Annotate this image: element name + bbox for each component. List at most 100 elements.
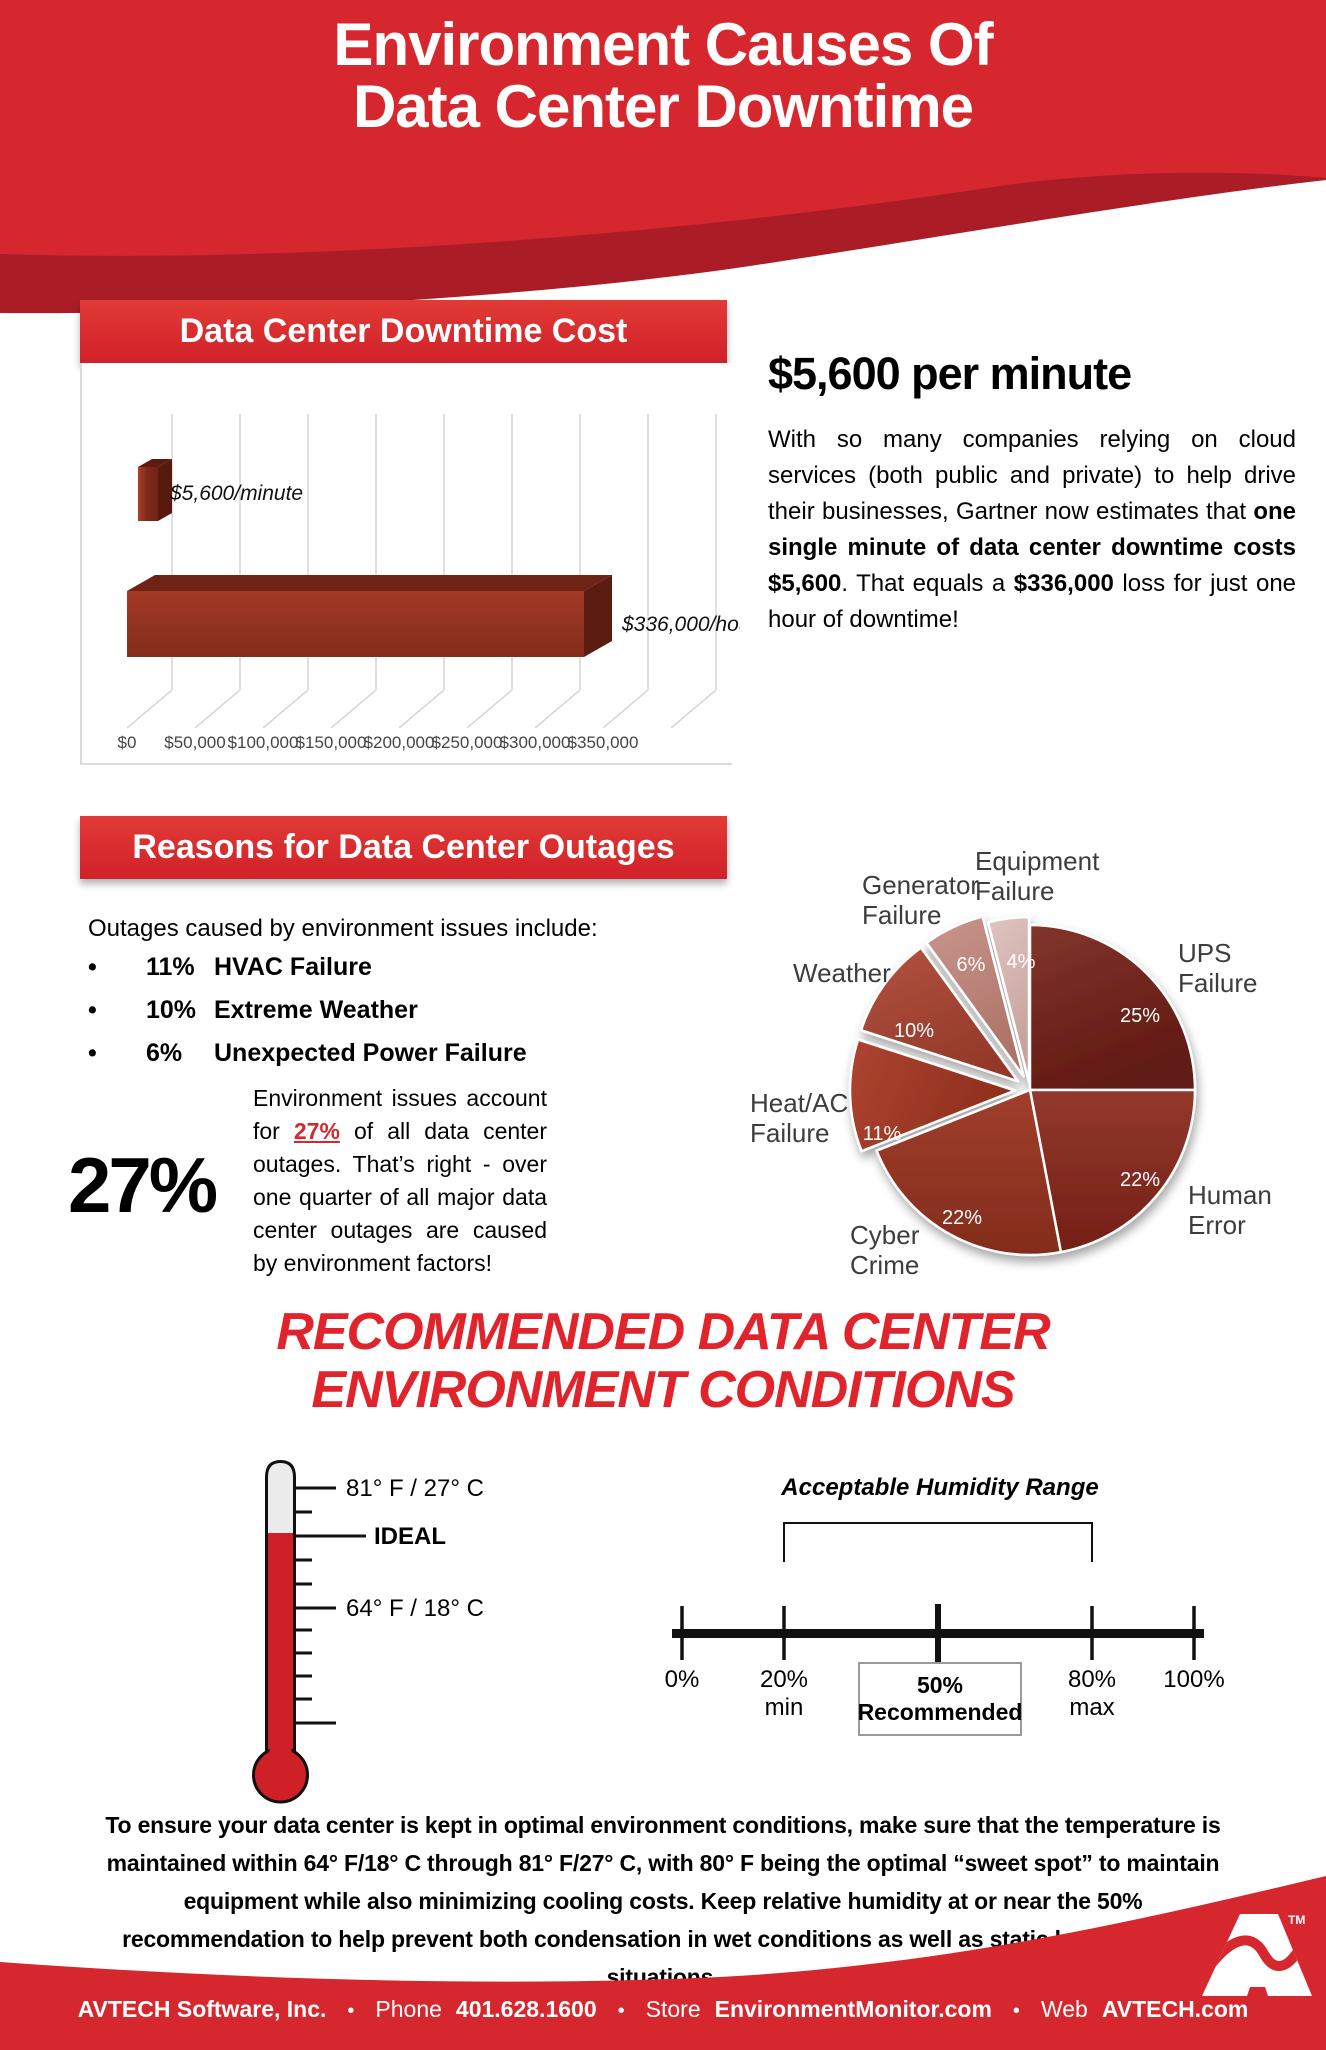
downtime-cost-chart-panel xyxy=(80,363,732,765)
header-curve-main xyxy=(0,0,1326,256)
x-tick: $0 xyxy=(118,733,137,752)
pie-pct-cyber: 22% xyxy=(942,1207,982,1229)
pie-label-weather: Weather xyxy=(793,958,891,988)
bullet-icon: • xyxy=(88,953,97,981)
para-segment: loss for just one hour of downtime! xyxy=(768,570,1297,633)
pie-slice-equipment-failure xyxy=(986,915,1031,1084)
pie-label-line: Failure xyxy=(975,876,1055,906)
pie-slice-heat-ac-failure xyxy=(848,1038,1017,1153)
bullet-label: Unexpected Power Failure xyxy=(214,1039,527,1067)
stat-27-percent: 27% xyxy=(68,1141,218,1229)
recommended-pct: 50% xyxy=(916,1672,964,1698)
pie-pct-generator: 6% xyxy=(957,954,986,976)
x-axis-tick-labels: $0 $50,000 $100,000 $150,000 $200,000 $2… xyxy=(118,733,639,752)
list-item: • 6% Unexpected Power Failure xyxy=(88,1039,688,1082)
bar-per-hour xyxy=(127,575,612,657)
tick-label: 20% xyxy=(759,1666,809,1693)
header-curves xyxy=(0,0,1326,314)
footer-curve xyxy=(0,1876,1326,2050)
pie-pct-ups: 25% xyxy=(1120,1005,1160,1027)
downtime-cost-banner: Data Center Downtime Cost xyxy=(80,300,727,363)
x-tick: $100,000 xyxy=(228,733,299,752)
pie-slice-ups-failure xyxy=(1028,923,1197,1092)
humidity-bracket xyxy=(783,1522,1093,1562)
pie-pct-human: 22% xyxy=(1120,1169,1160,1191)
bullet-separator-icon: • xyxy=(347,2000,355,2022)
list-item: • 10% Extreme Weather xyxy=(88,996,688,1039)
pie-slice-human-error xyxy=(1028,1088,1197,1254)
pie-slice-cyber-crime xyxy=(875,1088,1063,1257)
footer-web-label: Web xyxy=(1040,1996,1088,2022)
trademark-symbol: TM xyxy=(1288,1913,1305,1927)
x-tick: $50,000 xyxy=(164,733,225,752)
downtime-cost-banner-label: Data Center Downtime Cost xyxy=(179,312,628,350)
pie-label-human-error: Human Error xyxy=(1188,1180,1272,1240)
thermometer-max-label: 81° F / 27° C xyxy=(346,1475,484,1502)
humidity-recommended-box: 50% Recommended xyxy=(858,1662,1022,1736)
pie-slice-weather xyxy=(859,946,1020,1083)
pie-label-line: Failure xyxy=(862,900,942,930)
conditions-title: RECOMMENDED DATA CENTER ENVIRONMENT COND… xyxy=(0,1303,1326,1419)
para-segment-highlight: 27% xyxy=(293,1118,340,1144)
bullet-separator-icon: • xyxy=(617,2000,625,2022)
bullet-icon: • xyxy=(88,996,97,1024)
pie-label-line: Heat/AC xyxy=(750,1088,849,1118)
pie-pct-equipment: 4% xyxy=(1007,951,1036,973)
x-tick: $200,000 xyxy=(364,733,435,752)
para-segment-bold: $336,000 xyxy=(1013,570,1114,597)
bullet-label: HVAC Failure xyxy=(214,953,372,981)
bar-per-minute xyxy=(138,459,172,521)
humidity-tick-label-0: 0% xyxy=(665,1666,700,1694)
bullet-pct: 11% xyxy=(146,953,195,981)
footer-phone-label: Phone xyxy=(375,1996,442,2022)
pie-label-ups-failure: UPS Failure xyxy=(1178,938,1257,998)
thermometer-graphic xyxy=(252,1459,366,1804)
humidity-range-title: Acceptable Humidity Range xyxy=(781,1474,1099,1501)
pie-percent-labels: 25% 22% 22% 11% 10% 6% 4% xyxy=(863,951,1161,1229)
tick-label: 100% xyxy=(1163,1666,1225,1693)
humidity-tick-label-80: 80% max xyxy=(1068,1666,1116,1722)
pie-label-line: Equipment xyxy=(975,846,1100,876)
pie-label-line: Failure xyxy=(1178,968,1258,998)
thermometer-ticks xyxy=(296,1486,366,1725)
pie-label-line: Failure xyxy=(750,1118,830,1148)
avtech-logo-shape xyxy=(1202,1914,1312,1996)
outage-reasons-pie-chart: 25% 22% 22% 11% 10% 6% 4% xyxy=(848,915,1197,1257)
footer-company: AVTECH Software, Inc. xyxy=(77,1996,327,2022)
pie-label-line: UPS xyxy=(1178,938,1232,968)
footer-web-url: AVTECH.com xyxy=(1101,1996,1249,2022)
footer-curve-graphic: TM xyxy=(0,1876,1326,2050)
humidity-ticks xyxy=(680,1604,1196,1662)
footer-store-url: EnvironmentMonitor.com xyxy=(714,1996,992,2022)
chart-gridlines xyxy=(126,414,717,729)
pie-pct-weather: 10% xyxy=(894,1020,934,1042)
bar-label-per-minute: $5,600/minute xyxy=(169,482,303,505)
x-tick: $350,000 xyxy=(568,733,639,752)
bullet-pct: 10% xyxy=(146,996,197,1024)
humidity-tick-label-100: 100% xyxy=(1163,1666,1224,1694)
pie-label-line: Cyber xyxy=(850,1220,920,1250)
pie-label-line: Human xyxy=(1188,1180,1272,1210)
outage-reasons-banner: Reasons for Data Center Outages xyxy=(80,816,727,879)
tick-sublabel: max xyxy=(1069,1694,1115,1721)
para-segment: . That equals a xyxy=(841,570,1014,597)
conditions-title-line2: ENVIRONMENT CONDITIONS xyxy=(311,1361,1015,1419)
humidity-scale-graphic xyxy=(672,1522,1204,1662)
outage-reasons-banner-label: Reasons for Data Center Outages xyxy=(132,828,675,866)
bullet-separator-icon: • xyxy=(1012,2000,1020,2022)
pie-pct-heat: 11% xyxy=(863,1123,902,1145)
tick-label: 80% xyxy=(1067,1666,1117,1693)
pie-label-line: Weather xyxy=(793,958,891,988)
conditions-title-line1: RECOMMENDED DATA CENTER xyxy=(276,1303,1050,1361)
stat-paragraph: Environment issues account for 27% of al… xyxy=(253,1082,547,1280)
para-segment: With so many companies relying on cloud … xyxy=(768,426,1296,525)
outages-intro: Outages caused by environment issues inc… xyxy=(88,915,598,942)
list-item: • 11% HVAC Failure xyxy=(88,953,688,996)
bullet-icon: • xyxy=(88,1039,97,1067)
pie-label-line: Generator xyxy=(862,870,980,900)
per-minute-paragraph: With so many companies relying on cloud … xyxy=(768,422,1296,638)
pie-label-cyber-crime: Cyber Crime xyxy=(850,1220,919,1280)
footer-store-label: Store xyxy=(645,1996,701,2022)
outage-bullet-list: • 11% HVAC Failure • 10% Extreme Weather… xyxy=(88,953,688,1082)
